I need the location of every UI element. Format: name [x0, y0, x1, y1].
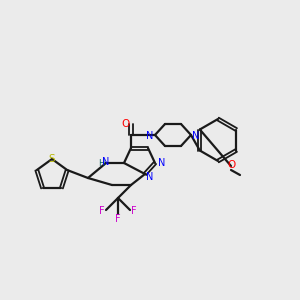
Text: H: H	[98, 160, 104, 169]
Text: N: N	[102, 157, 110, 167]
Text: N: N	[192, 131, 200, 141]
Text: F: F	[99, 206, 105, 216]
Text: F: F	[131, 206, 137, 216]
Text: F: F	[115, 214, 121, 224]
Text: N: N	[146, 172, 154, 182]
Text: S: S	[49, 154, 55, 164]
Text: N: N	[146, 131, 154, 141]
Text: O: O	[122, 119, 130, 129]
Text: N: N	[158, 158, 166, 168]
Text: O: O	[227, 160, 235, 170]
